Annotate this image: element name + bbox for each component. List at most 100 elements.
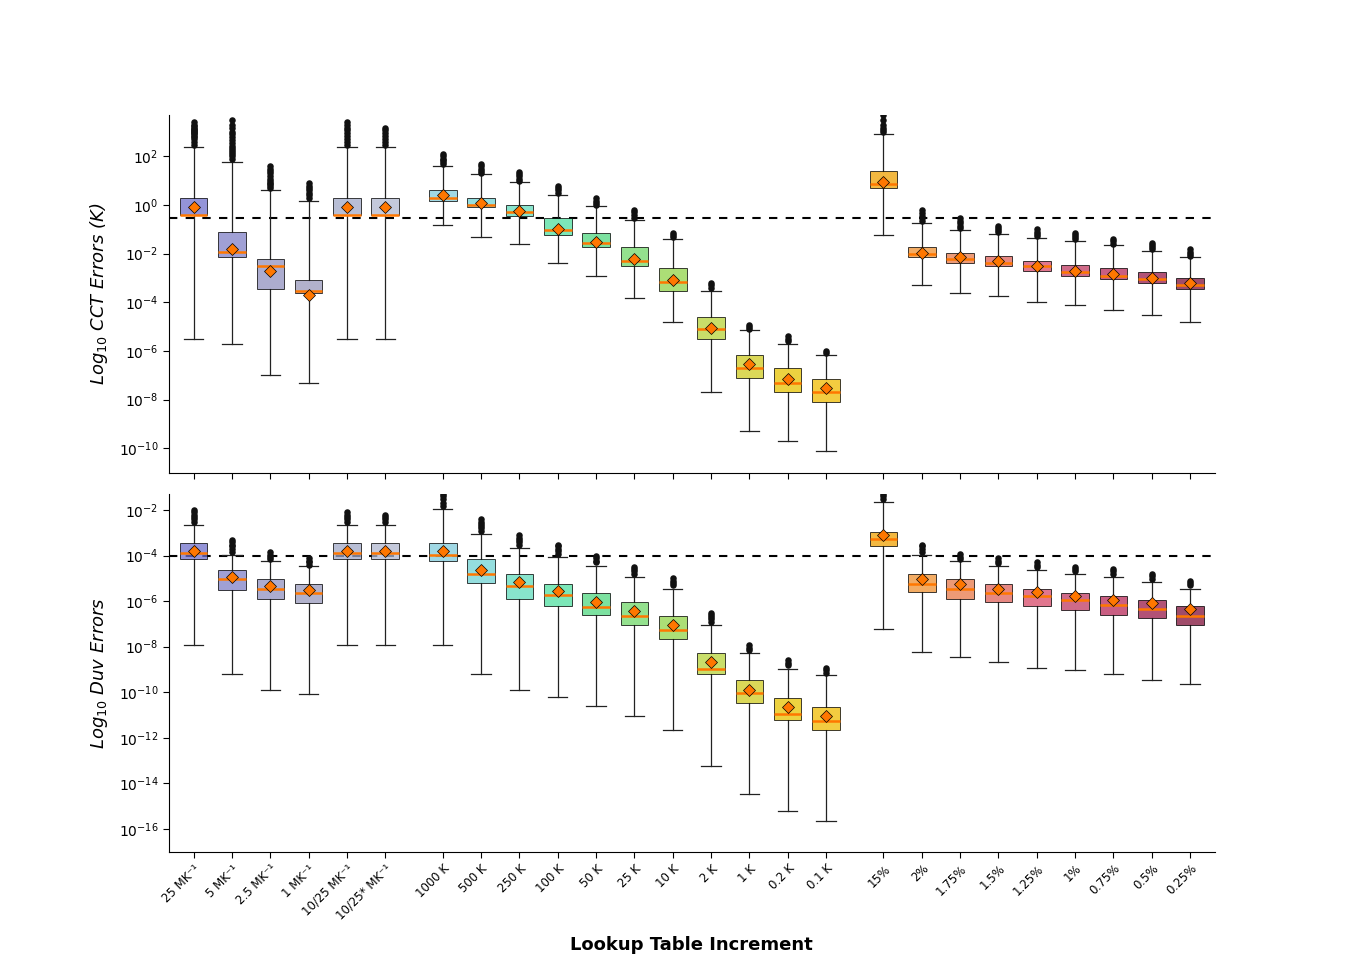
Point [1180, 577, 1202, 592]
Point [470, 523, 491, 539]
Bar [1138, 600, 1165, 618]
Point [259, 166, 281, 181]
Bar [984, 584, 1012, 602]
Point [1141, 567, 1162, 582]
Point [374, 509, 396, 524]
Point [221, 143, 243, 158]
Point [1180, 246, 1202, 261]
Point [336, 125, 358, 141]
Point [259, 545, 281, 560]
Point [221, 117, 243, 132]
Point [182, 126, 204, 142]
Point [221, 133, 243, 148]
Point [547, 544, 568, 559]
Point [949, 213, 971, 229]
Point [336, 128, 358, 144]
Bar [1176, 278, 1204, 289]
Bar [1176, 606, 1204, 625]
Point [509, 167, 531, 182]
Point [182, 125, 204, 141]
Bar [294, 280, 323, 293]
Point [298, 183, 320, 198]
Point [298, 178, 320, 193]
Point [738, 637, 760, 653]
Point [374, 507, 396, 523]
Point [374, 122, 396, 138]
Point [701, 279, 722, 295]
Point [872, 113, 894, 128]
Bar [869, 532, 898, 546]
Point [182, 504, 204, 520]
Bar [294, 584, 323, 603]
Point [586, 197, 608, 212]
Point [182, 128, 204, 144]
Point [949, 551, 971, 567]
Point [1026, 224, 1048, 239]
Point [547, 546, 568, 562]
Point [701, 610, 722, 625]
Point [509, 527, 531, 543]
Point [1180, 244, 1202, 259]
Point [336, 507, 358, 523]
Point [298, 555, 320, 570]
Point [988, 223, 1010, 238]
Point [470, 158, 491, 173]
Point [509, 173, 531, 189]
Point [586, 550, 608, 566]
Point [988, 553, 1010, 568]
Point [298, 189, 320, 205]
Point [374, 128, 396, 144]
Point [470, 518, 491, 533]
Point [259, 178, 281, 193]
Point [470, 166, 491, 181]
Point [776, 328, 798, 344]
Point [586, 547, 608, 563]
Point [988, 220, 1010, 235]
Point [509, 165, 531, 180]
Point [815, 663, 837, 679]
Bar [774, 367, 802, 392]
Point [911, 544, 933, 559]
Point [815, 345, 837, 361]
Point [662, 576, 683, 591]
Bar [621, 247, 648, 266]
Point [182, 137, 204, 152]
Point [701, 276, 722, 291]
Bar [1100, 268, 1127, 279]
Point [298, 553, 320, 568]
Point [662, 573, 683, 589]
Point [1103, 564, 1125, 579]
Point [1103, 236, 1125, 252]
Point [432, 483, 454, 499]
Point [470, 511, 491, 526]
Point [432, 148, 454, 164]
Point [221, 148, 243, 164]
Point [374, 511, 396, 526]
Bar [909, 573, 936, 592]
Point [949, 211, 971, 226]
Bar [544, 218, 571, 234]
Point [182, 514, 204, 529]
Point [776, 653, 798, 668]
Bar [697, 653, 725, 675]
Point [509, 537, 531, 552]
Bar [429, 544, 456, 561]
Bar [984, 256, 1012, 266]
Point [949, 546, 971, 562]
X-axis label: Lookup Table Increment: Lookup Table Increment [571, 936, 813, 954]
Point [221, 138, 243, 153]
Point [182, 120, 204, 135]
Point [259, 173, 281, 189]
Point [259, 551, 281, 567]
Point [221, 135, 243, 150]
Point [701, 607, 722, 622]
Point [662, 227, 683, 242]
Point [662, 570, 683, 586]
Point [298, 550, 320, 566]
Point [1141, 237, 1162, 253]
Point [298, 175, 320, 190]
Point [432, 151, 454, 167]
Bar [219, 232, 246, 257]
Point [432, 154, 454, 169]
Point [1026, 557, 1048, 572]
